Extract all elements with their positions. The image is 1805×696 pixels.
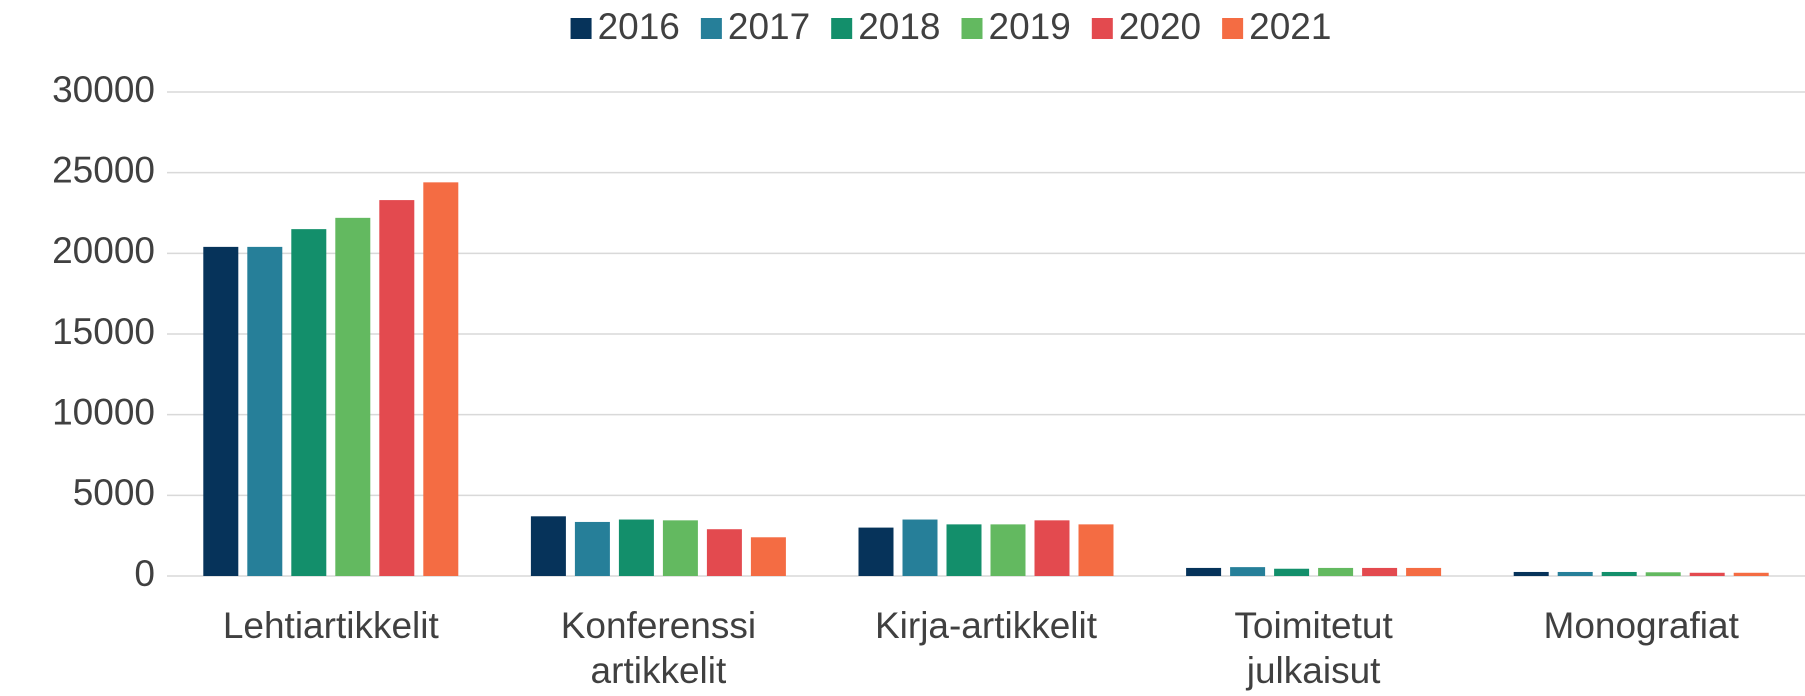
x-tick-label: Kirja-artikkelit	[875, 605, 1098, 646]
y-tick-label: 15000	[52, 311, 155, 352]
bar	[1230, 567, 1266, 576]
legend-label: 2016	[598, 6, 680, 47]
legend-swatch	[1222, 18, 1244, 39]
legend-label: 2019	[989, 6, 1071, 47]
bar	[247, 246, 283, 576]
legend-label: 2018	[858, 6, 940, 47]
x-tick-label: Toimitetut julkaisut	[1234, 605, 1393, 691]
bar	[1601, 571, 1637, 576]
bar	[1186, 567, 1222, 576]
legend-swatch	[1091, 18, 1113, 39]
bar	[291, 229, 327, 576]
legend-label: 2021	[1249, 6, 1331, 47]
bar	[203, 246, 239, 576]
x-tick-label: Monografiat	[1544, 605, 1740, 646]
bar	[902, 519, 938, 576]
bar	[423, 182, 459, 576]
bar	[706, 529, 742, 576]
bar	[1078, 524, 1114, 576]
bar	[1513, 571, 1549, 576]
bar	[335, 217, 371, 576]
legend-swatch	[570, 18, 592, 39]
bar	[1034, 520, 1070, 576]
bar	[1689, 572, 1725, 576]
legend-swatch	[700, 18, 722, 39]
bar	[574, 521, 610, 576]
y-tick-label: 30000	[52, 69, 155, 110]
bar	[662, 520, 698, 576]
bar	[1274, 568, 1310, 576]
bar	[1362, 567, 1398, 576]
y-tick-label: 20000	[52, 230, 155, 271]
bar	[1406, 567, 1442, 576]
bar	[1318, 567, 1354, 576]
bar	[1557, 571, 1593, 576]
bar	[990, 524, 1026, 576]
legend: 2016 2017 2018 2019 2020 2021	[570, 6, 1331, 47]
bar	[858, 527, 894, 576]
bar	[530, 516, 566, 576]
bar	[946, 524, 982, 576]
legend-swatch	[831, 18, 853, 39]
legend-label: 2020	[1119, 6, 1201, 47]
y-tick-label: 10000	[52, 391, 155, 432]
y-tick-label: 25000	[52, 149, 155, 190]
y-tick-label: 0	[134, 553, 155, 594]
bar	[1733, 572, 1769, 576]
legend-swatch	[961, 18, 983, 39]
bar	[1645, 572, 1681, 576]
y-tick-label: 5000	[73, 472, 155, 513]
bar	[618, 519, 654, 576]
bar	[379, 200, 415, 577]
x-tick-label: Lehtiartikkelit	[223, 605, 440, 646]
bar	[750, 537, 786, 576]
x-tick-label: Konferenssi artikkelit	[561, 605, 756, 691]
legend-label: 2017	[728, 6, 810, 47]
